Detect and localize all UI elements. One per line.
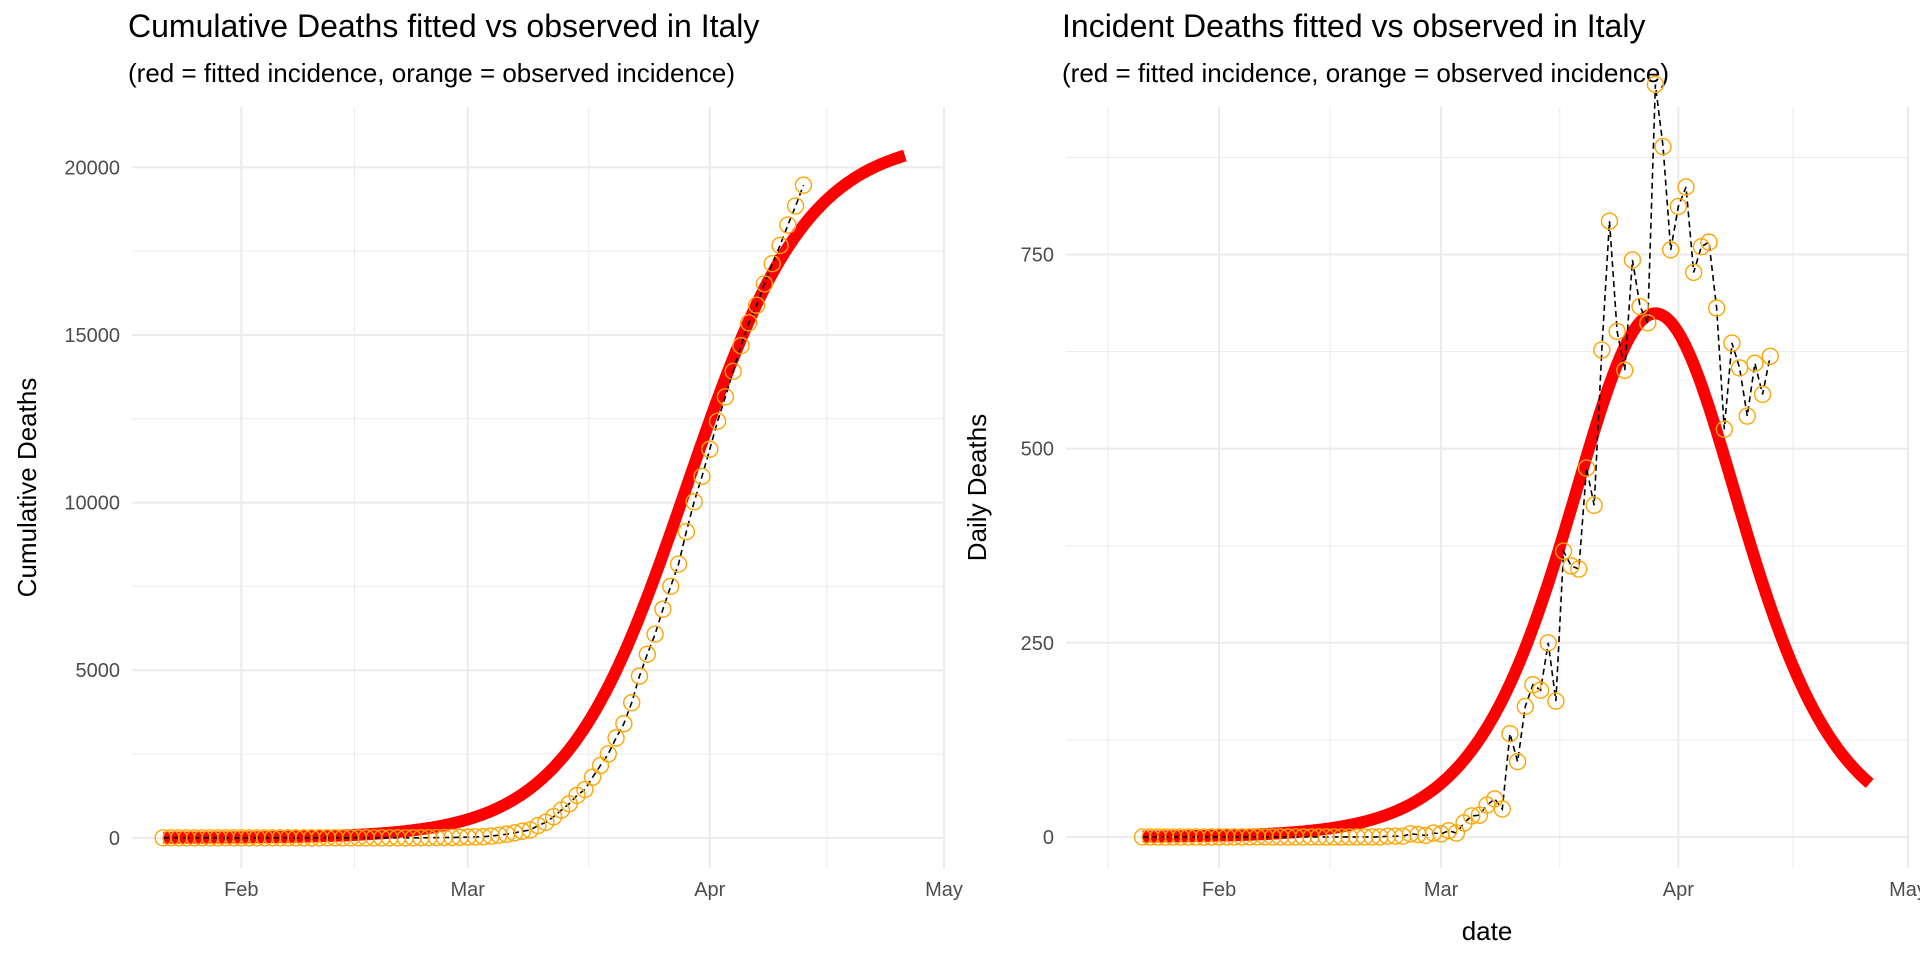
right-observed-point (1639, 314, 1657, 332)
left-x-tick-label: Feb (224, 879, 258, 901)
right-observed-point (1662, 241, 1680, 259)
left-observed-point (732, 336, 750, 355)
left-observed-point (771, 236, 789, 255)
right-observed-point (1516, 697, 1534, 716)
left-observed-point (654, 600, 672, 618)
right-observed-point (1707, 299, 1726, 317)
right-x-tick-label: Apr (1663, 879, 1694, 901)
right-observed-point (1562, 557, 1580, 575)
right-chart-subtitle: (red = fitted incidence, orange = observ… (1062, 58, 1670, 88)
right-observed-point (1700, 233, 1718, 251)
left-observed-point (646, 625, 664, 643)
right-y-axis-title: Daily Deaths (962, 414, 992, 561)
left-observed-point (779, 216, 797, 234)
left-observed-point (685, 493, 703, 511)
right-observed-point (1684, 263, 1703, 282)
right-observed-point (1133, 828, 1152, 846)
right-observed-point (1585, 496, 1603, 515)
right-y-tick-label: 0 (1043, 827, 1054, 849)
left-y-axis-title: Cumulative Deaths (12, 378, 42, 598)
right-x-tick-label: May (1889, 879, 1920, 901)
left-observed-point (529, 816, 547, 835)
right-observed-point (1723, 334, 1741, 352)
left-y-tick-label: 0 (109, 828, 120, 850)
left-observed-point (701, 440, 719, 458)
left-observed-point (607, 729, 625, 747)
right-observed-point (1570, 560, 1588, 578)
right-observed-point (1623, 251, 1642, 269)
left-observed-point (693, 467, 711, 486)
right-observed-point (1600, 212, 1619, 230)
left-fitted-curve (159, 149, 910, 844)
left-observed-connector (163, 184, 805, 839)
right-y-tick-label: 500 (1021, 439, 1054, 461)
left-observed-point (747, 296, 766, 314)
right-observed-point (1738, 407, 1756, 425)
right-observed-point (1730, 359, 1749, 377)
left-observed-point (615, 714, 633, 733)
left-observed-point (716, 388, 735, 406)
left-observed-point (638, 645, 657, 663)
right-observed-point (1531, 681, 1550, 699)
right-observed-point (1554, 542, 1573, 560)
right-observed-point (1539, 634, 1557, 652)
left-observed-point (755, 275, 774, 293)
right-chart-title: Incident Deaths fitted vs observed in It… (1062, 8, 1646, 44)
right-chart: Feb Mar Apr May 0 250 500 750 Daily Deaths date (962, 75, 1920, 946)
left-chart: Feb Mar Apr May 0 5000 10000 15000 20000 Cumulati… (12, 107, 963, 901)
right-observed-point (1669, 197, 1688, 216)
right-observed-point (1608, 322, 1626, 341)
left-observed-point (669, 555, 688, 573)
left-observed-point (622, 693, 641, 712)
left-observed-point (708, 412, 727, 430)
right-observed-point (1715, 420, 1733, 438)
right-observed-point (1462, 807, 1481, 825)
right-observed-point (1654, 137, 1672, 156)
left-observed-point (599, 745, 617, 763)
right-observed-point (1508, 752, 1527, 771)
right-observed-point (1677, 178, 1695, 196)
right-y-tick-label: 250 (1021, 633, 1054, 655)
left-observed-point (740, 314, 758, 332)
right-observed-point (1746, 354, 1764, 372)
left-x-tick-label: May (925, 879, 963, 901)
left-observed-point (794, 176, 813, 194)
left-observed-point (786, 197, 805, 215)
right-fitted-curve (1138, 307, 1874, 843)
right-observed-point (1547, 692, 1565, 710)
left-y-tick-label: 15000 (64, 325, 120, 347)
left-observed-point (662, 577, 680, 595)
left-y-tick-label: 5000 (76, 660, 121, 682)
right-observed-point (1616, 361, 1634, 379)
right-observed-point (1577, 459, 1596, 477)
right-observed-point (1761, 347, 1779, 365)
left-observed-point (513, 822, 532, 840)
left-chart-subtitle: (red = fitted incidence, orange = observ… (128, 58, 736, 88)
left-observed-point (576, 780, 594, 799)
left-observed-point (724, 362, 742, 381)
left-observed-point (763, 254, 781, 273)
left-observed-point (677, 522, 696, 541)
right-observed-point (1753, 385, 1772, 404)
right-x-tick-label: Mar (1424, 879, 1459, 901)
right-observed-connector (1142, 84, 1772, 838)
left-y-tick-label: 10000 (64, 493, 120, 515)
left-x-tick-label: Apr (694, 879, 725, 901)
right-observed-point (1493, 800, 1512, 818)
right-observed-point (1646, 75, 1665, 94)
left-y-tick-label: 20000 (64, 157, 120, 179)
left-x-tick-label: Mar (451, 879, 486, 901)
right-observed-point (1631, 297, 1649, 316)
right-observed-point (1440, 822, 1458, 840)
left-chart-title: Cumulative Deaths fitted vs observed in … (128, 8, 760, 44)
left-observed-point (630, 667, 649, 685)
right-observed-point (1593, 341, 1611, 359)
right-y-tick-label: 750 (1021, 245, 1054, 267)
right-x-axis-title: date (1462, 916, 1513, 946)
right-x-tick-label: Feb (1202, 879, 1236, 901)
right-observed-point (1501, 724, 1519, 743)
